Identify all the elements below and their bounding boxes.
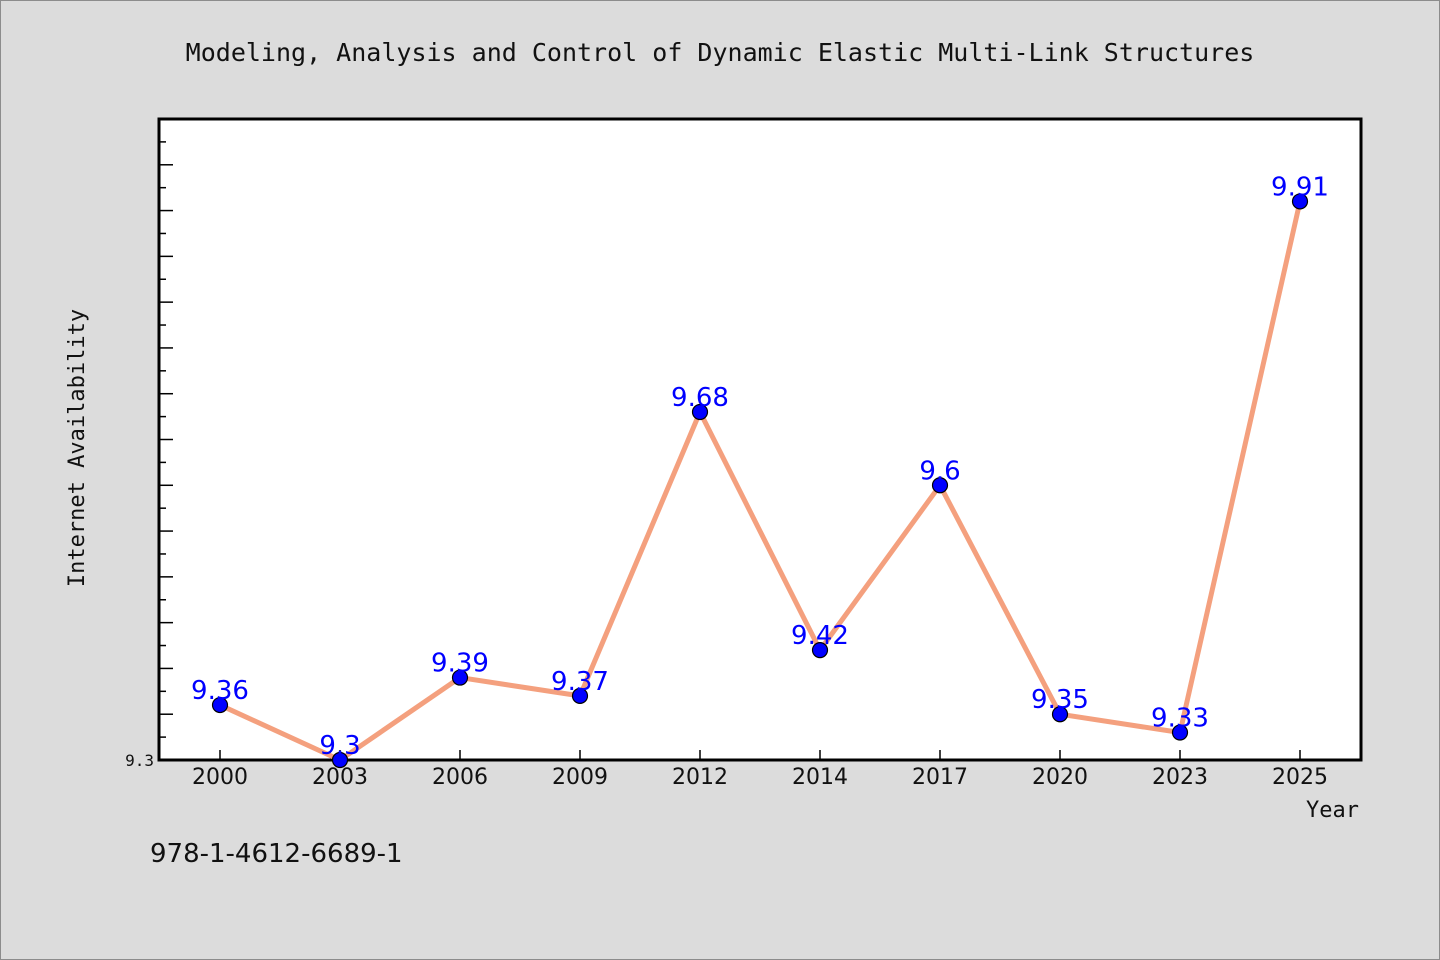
- x-tick-label: 2009: [552, 765, 608, 790]
- x-tick-label: 2014: [792, 765, 848, 790]
- x-tick-label: 2003: [312, 765, 368, 790]
- data-point: [571, 687, 589, 705]
- x-tick-label: 2006: [432, 765, 488, 790]
- data-label: 9.39: [431, 649, 489, 679]
- data-point: [1051, 706, 1069, 723]
- data-label: 9.68: [671, 383, 729, 413]
- y-axis-ticks: 9.3: [125, 118, 173, 770]
- data-label: 9.35: [1031, 685, 1089, 715]
- data-label: 9.6: [919, 456, 960, 486]
- data-point: [931, 477, 949, 494]
- data-label: 9.36: [191, 676, 249, 706]
- x-axis-label: Year: [1306, 798, 1359, 823]
- data-point: [211, 696, 229, 714]
- data-label: 9.91: [1271, 172, 1329, 202]
- data-label: 9.37: [551, 667, 609, 697]
- data-point: [1171, 724, 1189, 741]
- x-tick-label: 2000: [192, 765, 248, 790]
- data-point: [691, 403, 709, 421]
- x-tick-label: 2025: [1272, 765, 1328, 790]
- x-tick-label: 2020: [1032, 765, 1088, 790]
- data-label: 9.42: [791, 621, 849, 651]
- data-point: [811, 642, 829, 659]
- chart-title: Modeling, Analysis and Control of Dynami…: [186, 38, 1255, 67]
- data-label: 9.3: [319, 731, 360, 761]
- data-label: 9.33: [1151, 704, 1209, 734]
- x-tick-label: 2012: [672, 765, 728, 790]
- data-labels: 9.36 9.3 9.39 9.37 9.68 9.42 9.6 9.35 9.33 9.91: [191, 172, 1329, 761]
- data-markers: [211, 193, 1309, 769]
- y-tick-label: 9.3: [125, 751, 154, 770]
- x-axis-ticks: 2000 2003 2006 2009 2012 2014 2017 2020 2023 2025: [192, 750, 1328, 790]
- isbn-note: 978-1-4612-6689-1: [150, 839, 403, 869]
- plot-area: [157, 117, 1363, 762]
- x-tick-label: 2017: [912, 765, 968, 790]
- data-point: [331, 751, 349, 769]
- y-axis-label: Internet Availability: [65, 309, 90, 587]
- series-line: [218, 200, 1303, 763]
- data-point: [1291, 193, 1309, 210]
- data-point: [451, 669, 469, 686]
- x-tick-label: 2023: [1152, 765, 1208, 790]
